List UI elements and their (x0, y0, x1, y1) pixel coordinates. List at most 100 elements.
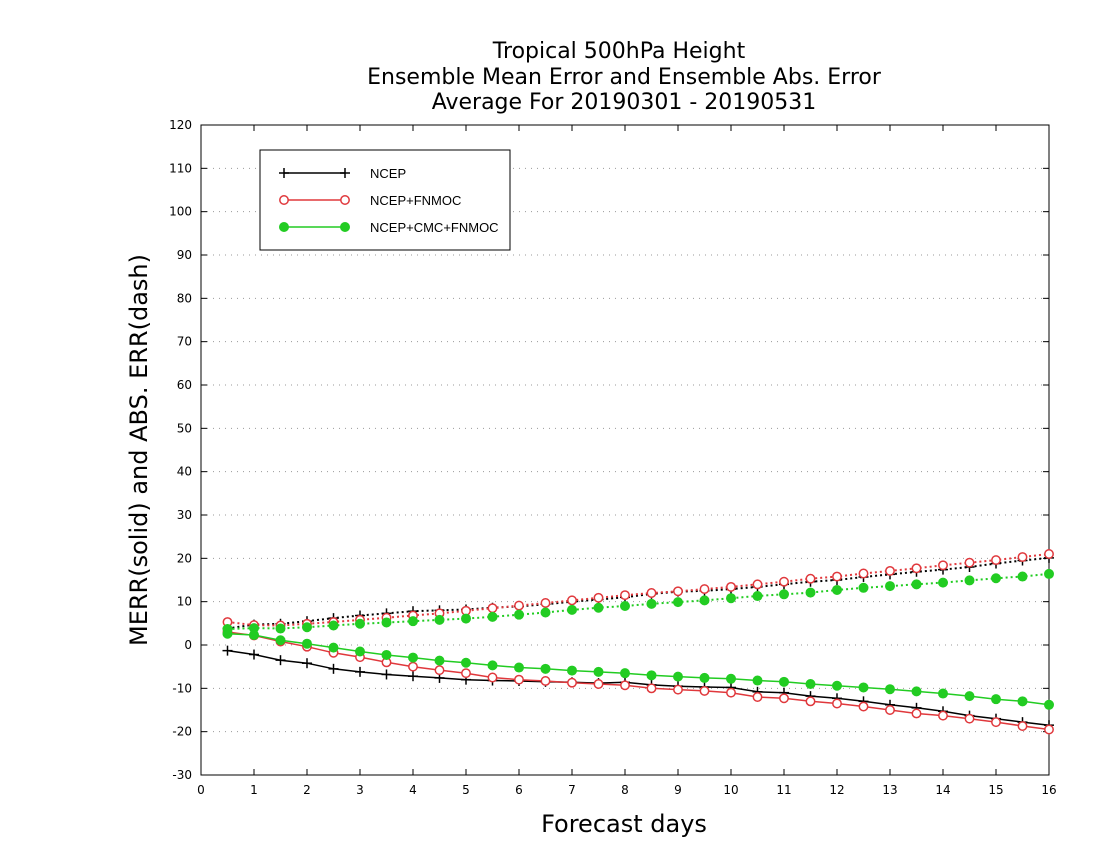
point-ncep-cmc-fnmoc-merr (1044, 699, 1054, 710)
x-tick-label: 2 (303, 783, 311, 797)
point-ncep-cmc-fnmoc-merr (885, 684, 895, 695)
point-ncep-merr (381, 669, 392, 680)
point-ncep-cmc-fnmoc-merr (964, 691, 975, 702)
y-tick-label: 30 (177, 508, 192, 522)
y-tick-label: 60 (177, 378, 192, 392)
point-ncep-fnmoc-merr (646, 683, 657, 694)
point-ncep-merr (408, 671, 418, 682)
point-ncep-cmc-fnmoc-merr (514, 662, 524, 673)
point-ncep-cmc-fnmoc-merr (1017, 696, 1028, 707)
y-tick-label: -30 (172, 768, 192, 782)
point-ncep-cmc-fnmoc-abserr (567, 604, 577, 615)
point-ncep-cmc-fnmoc-abserr (593, 602, 604, 613)
y-tick-label: 80 (177, 291, 192, 305)
point-ncep-cmc-fnmoc-abserr (408, 616, 418, 627)
x-tick-label: 10 (723, 783, 738, 797)
point-ncep-cmc-fnmoc-abserr (434, 614, 445, 625)
point-ncep-cmc-fnmoc-abserr (461, 613, 471, 624)
point-ncep-fnmoc-abserr (699, 584, 710, 595)
x-tick-label: 0 (197, 783, 205, 797)
legend-label-ncep-fnmoc: NCEP+FNMOC (370, 193, 461, 208)
point-ncep-cmc-fnmoc-abserr (779, 589, 789, 600)
point-ncep-cmc-fnmoc-merr (832, 680, 842, 691)
x-tick-label: 15 (988, 783, 1003, 797)
series-line-ncep-fnmoc-abserr (227, 553, 1050, 627)
point-ncep-fnmoc-merr (805, 696, 816, 707)
point-ncep-cmc-fnmoc-abserr (355, 618, 365, 629)
point-ncep-merr (355, 666, 365, 677)
point-ncep-fnmoc-merr (885, 705, 895, 715)
point-ncep-cmc-fnmoc-abserr (646, 598, 657, 609)
point-ncep-cmc-fnmoc-merr (938, 688, 948, 699)
point-ncep-cmc-fnmoc-merr (620, 668, 630, 679)
point-ncep-cmc-fnmoc-abserr (752, 591, 763, 602)
point-ncep-cmc-fnmoc-abserr (726, 593, 736, 604)
point-ncep-fnmoc-merr (567, 677, 577, 688)
point-ncep-fnmoc-merr (1017, 721, 1028, 731)
point-ncep-fnmoc-abserr (779, 576, 789, 587)
y-tick-label: 120 (169, 118, 192, 132)
point-ncep-cmc-fnmoc-merr (408, 652, 418, 663)
y-axis-title: MERR(solid) and ABS. ERR(dash) (125, 254, 153, 646)
point-ncep-cmc-fnmoc-merr (328, 642, 339, 653)
point-ncep-cmc-fnmoc-merr (991, 694, 1001, 705)
point-ncep-cmc-fnmoc-merr (567, 665, 577, 676)
point-ncep-fnmoc-abserr (646, 588, 657, 598)
y-tick-label: 0 (184, 638, 192, 652)
point-ncep-cmc-fnmoc-abserr (514, 609, 524, 620)
point-ncep-fnmoc-merr (938, 710, 948, 721)
point-ncep-cmc-fnmoc-abserr (620, 601, 630, 611)
point-ncep-fnmoc-abserr (964, 557, 975, 568)
y-tick-label: 20 (177, 551, 192, 565)
point-ncep-cmc-fnmoc-abserr (1044, 568, 1054, 579)
point-ncep-fnmoc-abserr (514, 600, 524, 611)
point-ncep-fnmoc-merr (726, 687, 736, 698)
x-tick-label: 5 (462, 783, 470, 797)
point-ncep-cmc-fnmoc-merr (487, 660, 498, 671)
point-ncep-fnmoc-merr (540, 676, 551, 686)
point-ncep-fnmoc-abserr (673, 586, 683, 597)
x-tick-label: 8 (621, 783, 629, 797)
x-tick-label: 14 (935, 783, 950, 797)
point-ncep-fnmoc-abserr (620, 590, 630, 601)
point-ncep-cmc-fnmoc-merr (434, 655, 445, 666)
point-ncep-fnmoc-abserr (567, 595, 577, 606)
point-ncep-fnmoc-merr (991, 717, 1001, 728)
legend-marker-ncep-fnmoc (279, 195, 289, 205)
point-ncep-cmc-fnmoc-merr (726, 673, 736, 684)
point-ncep-cmc-fnmoc-merr (381, 649, 392, 660)
y-tick-label: 10 (177, 595, 192, 609)
point-ncep-merr (275, 655, 286, 666)
x-tick-label: 9 (674, 783, 682, 797)
y-tick-label: 40 (177, 465, 192, 479)
legend-marker-ncep-fnmoc (340, 195, 350, 205)
point-ncep-cmc-fnmoc-merr (858, 682, 869, 693)
point-ncep-cmc-fnmoc-merr (461, 657, 471, 668)
legend-marker-ncep-cmc-fnmoc (279, 222, 289, 232)
x-tick-label: 11 (776, 783, 791, 797)
legend-marker-ncep (340, 168, 350, 178)
point-ncep-fnmoc-abserr (991, 555, 1001, 566)
point-ncep-fnmoc-merr (699, 685, 710, 696)
x-tick-label: 3 (356, 783, 364, 797)
point-ncep-cmc-fnmoc-abserr (805, 587, 816, 598)
series-line-ncep-cmc-fnmoc-abserr (227, 572, 1050, 630)
x-tick-label: 6 (515, 783, 523, 797)
y-tick-label: -10 (172, 681, 192, 695)
chart-title-line-3: Average For 20190301 - 20190531 (432, 90, 817, 115)
point-ncep-cmc-fnmoc-merr (673, 671, 683, 682)
y-tick-label: 110 (169, 161, 192, 175)
point-ncep-fnmoc-merr (434, 665, 445, 676)
point-ncep-cmc-fnmoc-merr (699, 672, 710, 683)
point-ncep-fnmoc-merr (964, 713, 975, 724)
series-line-ncep-cmc-fnmoc-merr (227, 632, 1050, 706)
point-ncep-cmc-fnmoc-merr (646, 670, 657, 681)
y-tick-label: 90 (177, 248, 192, 262)
point-ncep-cmc-fnmoc-merr (779, 676, 789, 687)
point-ncep-fnmoc-merr (911, 708, 922, 719)
point-ncep-fnmoc-merr (832, 698, 842, 709)
chart-title-line-1: Tropical 500hPa Height (492, 39, 746, 64)
point-ncep-cmc-fnmoc-abserr (964, 575, 975, 586)
